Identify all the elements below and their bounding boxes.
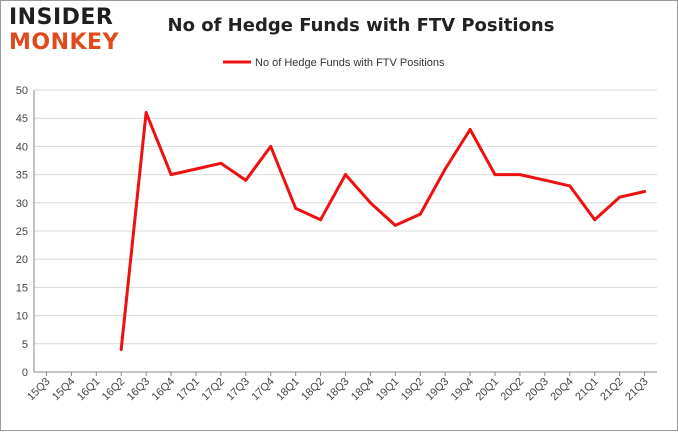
data-point-18Q2 bbox=[319, 218, 323, 222]
x-tick-label-16Q4: 16Q4 bbox=[150, 376, 178, 404]
data-point-19Q3 bbox=[443, 167, 447, 171]
data-point-17Q2 bbox=[219, 161, 223, 165]
data-point-19Q1 bbox=[393, 223, 397, 227]
x-tick-label-21Q3: 21Q3 bbox=[623, 376, 651, 404]
chart-title: No of Hedge Funds with FTV Positions bbox=[167, 15, 555, 36]
y-tick-label-20: 20 bbox=[16, 254, 28, 266]
x-tick-label-20Q1: 20Q1 bbox=[474, 376, 502, 404]
x-tick-label-17Q3: 17Q3 bbox=[224, 376, 252, 404]
data-point-20Q1 bbox=[493, 173, 497, 177]
y-tick-label-45: 45 bbox=[16, 113, 28, 125]
legend-label-0: No of Hedge Funds with FTV Positions bbox=[255, 57, 445, 69]
y-tick-label-30: 30 bbox=[16, 198, 28, 210]
x-tick-label-19Q3: 19Q3 bbox=[424, 376, 452, 404]
y-tick-label-35: 35 bbox=[16, 170, 28, 182]
y-tick-label-0: 0 bbox=[22, 367, 28, 379]
x-tick-label-20Q3: 20Q3 bbox=[523, 376, 551, 404]
x-tick-label-21Q2: 21Q2 bbox=[598, 376, 626, 404]
data-point-16Q2 bbox=[119, 347, 123, 351]
x-tick-label-15Q3: 15Q3 bbox=[25, 376, 53, 404]
x-tick-label-20Q2: 20Q2 bbox=[499, 376, 527, 404]
x-tick-label-19Q2: 19Q2 bbox=[399, 376, 427, 404]
data-point-21Q1 bbox=[593, 218, 597, 222]
data-point-21Q2 bbox=[618, 195, 622, 199]
x-tick-label-16Q3: 16Q3 bbox=[125, 376, 153, 404]
x-tick-label-17Q4: 17Q4 bbox=[249, 376, 277, 404]
x-tick-label-20Q4: 20Q4 bbox=[548, 376, 576, 404]
y-tick-label-40: 40 bbox=[16, 141, 28, 153]
x-tick-label-15Q4: 15Q4 bbox=[50, 376, 78, 404]
logo-text-monkey: MONKEY bbox=[9, 30, 120, 55]
x-tick-label-17Q1: 17Q1 bbox=[175, 376, 203, 404]
data-point-19Q4 bbox=[468, 127, 472, 131]
x-tick-label-18Q2: 18Q2 bbox=[299, 376, 327, 404]
y-tick-label-50: 50 bbox=[16, 85, 28, 97]
data-point-19Q2 bbox=[418, 212, 422, 216]
x-tick-label-19Q1: 19Q1 bbox=[374, 376, 402, 404]
x-tick-label-18Q1: 18Q1 bbox=[274, 376, 302, 404]
data-point-18Q3 bbox=[344, 173, 347, 177]
data-point-20Q4 bbox=[568, 184, 572, 188]
data-point-18Q1 bbox=[294, 206, 298, 210]
insider-monkey-logo: INSIDER MONKEY bbox=[9, 7, 131, 55]
y-tick-label-5: 5 bbox=[22, 339, 28, 351]
data-point-17Q1 bbox=[194, 167, 198, 171]
data-point-16Q4 bbox=[169, 173, 173, 177]
x-tick-label-19Q4: 19Q4 bbox=[449, 376, 477, 404]
data-point-18Q4 bbox=[368, 201, 372, 205]
x-tick-label-16Q1: 16Q1 bbox=[75, 376, 103, 404]
data-point-16Q3 bbox=[144, 111, 148, 115]
data-point-20Q2 bbox=[518, 173, 522, 177]
x-tick-label-17Q2: 17Q2 bbox=[199, 376, 227, 404]
x-tick-label-18Q4: 18Q4 bbox=[349, 376, 377, 404]
x-tick-label-16Q2: 16Q2 bbox=[100, 376, 128, 404]
y-tick-label-10: 10 bbox=[16, 311, 28, 323]
x-tick-label-21Q1: 21Q1 bbox=[573, 376, 601, 404]
y-tick-label-15: 15 bbox=[16, 282, 28, 294]
data-point-21Q3 bbox=[643, 190, 647, 194]
logo-text-insider: INSIDER bbox=[9, 5, 114, 30]
y-tick-label-25: 25 bbox=[16, 226, 28, 238]
series-line-0 bbox=[119, 111, 646, 351]
data-point-17Q3 bbox=[244, 178, 248, 182]
x-tick-label-18Q3: 18Q3 bbox=[324, 376, 352, 404]
data-point-20Q3 bbox=[543, 178, 547, 182]
data-point-17Q4 bbox=[269, 144, 273, 148]
